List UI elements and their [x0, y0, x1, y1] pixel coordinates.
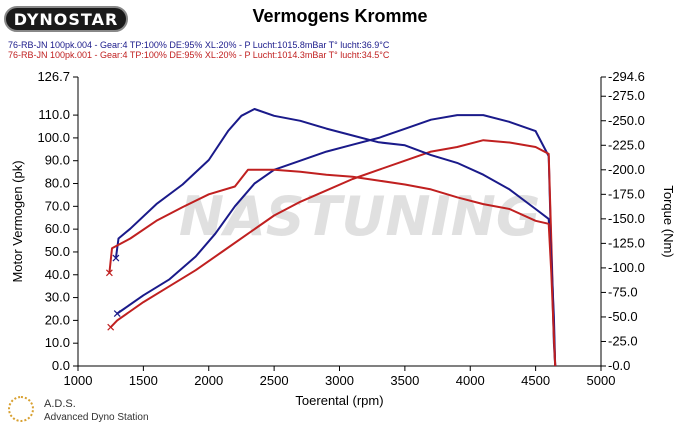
ads-logo-icon — [8, 396, 34, 422]
y-left-tick-label: 126.7 — [37, 69, 70, 84]
y-left-axis-label: Motor Vermogen (pk) — [10, 160, 25, 282]
y-left-tick-label: 10.0 — [45, 335, 70, 350]
series-line-1 — [116, 114, 557, 367]
logo-text: DYNOSTAR — [13, 10, 119, 29]
y-left-tick-label: 50.0 — [45, 244, 70, 259]
series-start-marker-1 — [113, 310, 121, 317]
y-left-tick-label: 30.0 — [45, 290, 70, 305]
series-start-marker-3 — [112, 254, 120, 262]
y-right-tick-label: -25.0 — [608, 333, 638, 348]
y-right-tick-label: -200.0 — [608, 162, 645, 177]
dynostar-logo: DYNOSTAR — [4, 6, 128, 32]
y-right-tick-label: -275.0 — [608, 88, 645, 103]
series-line-3 — [114, 108, 557, 367]
chart-title: Vermogens Kromme — [252, 6, 428, 26]
x-tick-label: 5000 — [587, 373, 616, 388]
y-right-tick-label: -225.0 — [608, 137, 645, 152]
run-label-2: 76-RB-JN 100pk.001 - Gear:4 TP:100% DE:9… — [8, 50, 390, 60]
x-tick-label: 1000 — [64, 373, 93, 388]
x-tick-label: 1500 — [129, 373, 158, 388]
series-start-marker-4 — [105, 269, 113, 277]
series-line-2 — [109, 139, 557, 367]
y-right-tick-label: -125.0 — [608, 235, 645, 250]
y-left-tick-label: 20.0 — [45, 312, 70, 327]
y-right-tick-label: -50.0 — [608, 309, 638, 324]
y-left-tick-label: 110.0 — [38, 107, 70, 122]
y-right-axis-label: Torque (Nm) — [661, 185, 676, 257]
x-axis-label: Toerental (rpm) — [295, 393, 383, 408]
series-start-marker-2 — [107, 323, 115, 331]
y-left-tick-label: 70.0 — [45, 198, 70, 213]
y-right-tick-label: -175.0 — [608, 186, 645, 201]
ads-title: A.D.S. — [44, 398, 76, 410]
y-right-tick-label: -75.0 — [608, 284, 638, 299]
y-left-tick-label: 0.0 — [52, 358, 70, 373]
y-left-tick-label: 100.0 — [37, 130, 70, 145]
x-tick-label: 4500 — [521, 373, 550, 388]
y-right-tick-label: -250.0 — [608, 113, 645, 128]
x-tick-label: 4000 — [456, 373, 485, 388]
x-tick-label: 2000 — [194, 373, 223, 388]
y-left-tick-label: 80.0 — [45, 176, 70, 191]
y-right-tick-label: -294.6 — [608, 69, 645, 84]
y-right-tick-label: -150.0 — [608, 211, 645, 226]
series-line-4 — [108, 168, 557, 367]
y-left-tick-label: 60.0 — [45, 221, 70, 236]
run-label-1: 76-RB-JN 100pk.004 - Gear:4 TP:100% DE:9… — [8, 40, 390, 50]
ads-subtitle: Advanced Dyno Station — [44, 412, 149, 423]
watermark-text: NASTUNING — [179, 185, 540, 248]
y-right-tick-label: -100.0 — [608, 260, 645, 275]
x-tick-label: 3000 — [325, 373, 354, 388]
y-right-tick-label: -0.0 — [608, 358, 630, 373]
y-left-tick-label: 90.0 — [45, 153, 70, 168]
x-tick-label: 3500 — [390, 373, 419, 388]
y-left-tick-label: 40.0 — [45, 267, 70, 282]
x-tick-label: 2500 — [260, 373, 289, 388]
